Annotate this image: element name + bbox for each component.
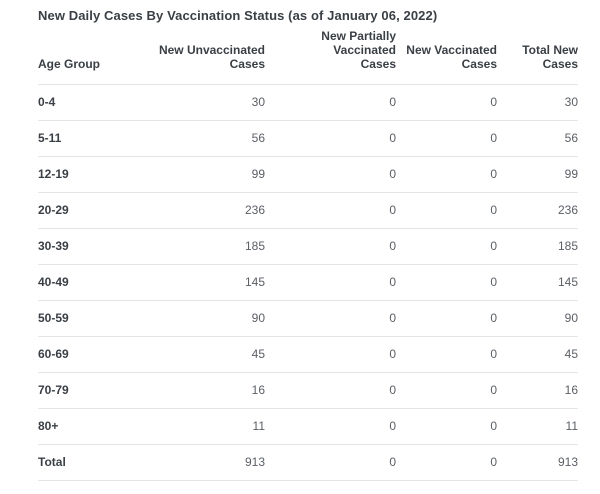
table-row-12-19: 12-19 99 0 0 99	[38, 156, 578, 193]
new-vaccinated-cell: 0	[396, 84, 497, 121]
table-row-20-29: 20-29 236 0 0 236	[38, 192, 578, 229]
table-row-5-11: 5-11 56 0 0 56	[38, 120, 578, 157]
new-unvaccinated-cell: 56	[138, 120, 265, 157]
total-new-cell: 45	[497, 336, 578, 373]
header-row: Age Group New Unvaccinated Cases New Par…	[38, 24, 578, 85]
new-vaccinated-cell: 0	[396, 300, 497, 337]
new-vaccinated-cell: 0	[396, 228, 497, 265]
total-new-cell: 30	[497, 84, 578, 121]
new-unvaccinated-cell: 90	[138, 300, 265, 337]
age-group-cell: 60-69	[38, 336, 138, 373]
table-body: 0-4 30 0 0 30 5-11 56 0 0 56 12-19 99 0 …	[38, 84, 578, 481]
age-group-cell: 12-19	[38, 156, 138, 193]
table-row-0-4: 0-4 30 0 0 30	[38, 84, 578, 121]
new-vaccinated-cell: 0	[396, 336, 497, 373]
total-new-cell: 913	[497, 444, 578, 481]
new-partially-vaccinated-cell: 0	[265, 156, 396, 193]
column-header-new-unvaccinated-cases: New Unvaccinated Cases	[138, 24, 265, 85]
new-partially-vaccinated-cell: 0	[265, 444, 396, 481]
new-partially-vaccinated-cell: 0	[265, 120, 396, 157]
new-partially-vaccinated-cell: 0	[265, 372, 396, 409]
dashboard-panel: New Daily Cases By Vaccination Status (a…	[38, 8, 578, 481]
total-new-cell: 236	[497, 192, 578, 229]
age-group-cell: 80+	[38, 408, 138, 445]
new-partially-vaccinated-cell: 0	[265, 408, 396, 445]
new-partially-vaccinated-cell: 0	[265, 264, 396, 301]
total-new-cell: 56	[497, 120, 578, 157]
total-new-cell: 185	[497, 228, 578, 265]
new-unvaccinated-cell: 236	[138, 192, 265, 229]
table-row-70-79: 70-79 16 0 0 16	[38, 372, 578, 409]
new-vaccinated-cell: 0	[396, 192, 497, 229]
total-new-cell: 11	[497, 408, 578, 445]
new-partially-vaccinated-cell: 0	[265, 300, 396, 337]
age-group-cell: 70-79	[38, 372, 138, 409]
table-header: Age Group New Unvaccinated Cases New Par…	[38, 24, 578, 85]
new-unvaccinated-cell: 30	[138, 84, 265, 121]
age-group-cell: 40-49	[38, 264, 138, 301]
new-partially-vaccinated-cell: 0	[265, 336, 396, 373]
total-new-cell: 145	[497, 264, 578, 301]
new-vaccinated-cell: 0	[396, 372, 497, 409]
age-group-cell: Total	[38, 444, 138, 481]
column-header-new-partially-vaccinated-cases: New Partially Vaccinated Cases	[265, 24, 396, 85]
page-title: New Daily Cases By Vaccination Status (a…	[38, 8, 438, 23]
column-header-age-group: Age Group	[38, 24, 138, 85]
new-unvaccinated-cell: 913	[138, 444, 265, 481]
cases-by-vaccination-table: Age Group New Unvaccinated Cases New Par…	[38, 24, 578, 481]
new-unvaccinated-cell: 185	[138, 228, 265, 265]
table-row-30-39: 30-39 185 0 0 185	[38, 228, 578, 265]
new-vaccinated-cell: 0	[396, 120, 497, 157]
age-group-cell: 20-29	[38, 192, 138, 229]
table-row-80plus: 80+ 11 0 0 11	[38, 408, 578, 445]
new-vaccinated-cell: 0	[396, 156, 497, 193]
age-group-cell: 50-59	[38, 300, 138, 337]
new-unvaccinated-cell: 99	[138, 156, 265, 193]
column-header-total-new-cases: Total New Cases	[497, 24, 578, 85]
new-vaccinated-cell: 0	[396, 408, 497, 445]
new-partially-vaccinated-cell: 0	[265, 192, 396, 229]
table-row-50-59: 50-59 90 0 0 90	[38, 300, 578, 337]
total-new-cell: 90	[497, 300, 578, 337]
new-vaccinated-cell: 0	[396, 264, 497, 301]
age-group-cell: 5-11	[38, 120, 138, 157]
total-new-cell: 16	[497, 372, 578, 409]
table-row-total: Total 913 0 0 913	[38, 444, 578, 481]
table-row-40-49: 40-49 145 0 0 145	[38, 264, 578, 301]
column-header-new-vaccinated-cases: New Vaccinated Cases	[396, 24, 497, 85]
age-group-cell: 0-4	[38, 84, 138, 121]
new-vaccinated-cell: 0	[396, 444, 497, 481]
total-new-cell: 99	[497, 156, 578, 193]
new-unvaccinated-cell: 16	[138, 372, 265, 409]
new-partially-vaccinated-cell: 0	[265, 84, 396, 121]
table-row-60-69: 60-69 45 0 0 45	[38, 336, 578, 373]
new-unvaccinated-cell: 145	[138, 264, 265, 301]
new-partially-vaccinated-cell: 0	[265, 228, 396, 265]
age-group-cell: 30-39	[38, 228, 138, 265]
new-unvaccinated-cell: 45	[138, 336, 265, 373]
new-unvaccinated-cell: 11	[138, 408, 265, 445]
